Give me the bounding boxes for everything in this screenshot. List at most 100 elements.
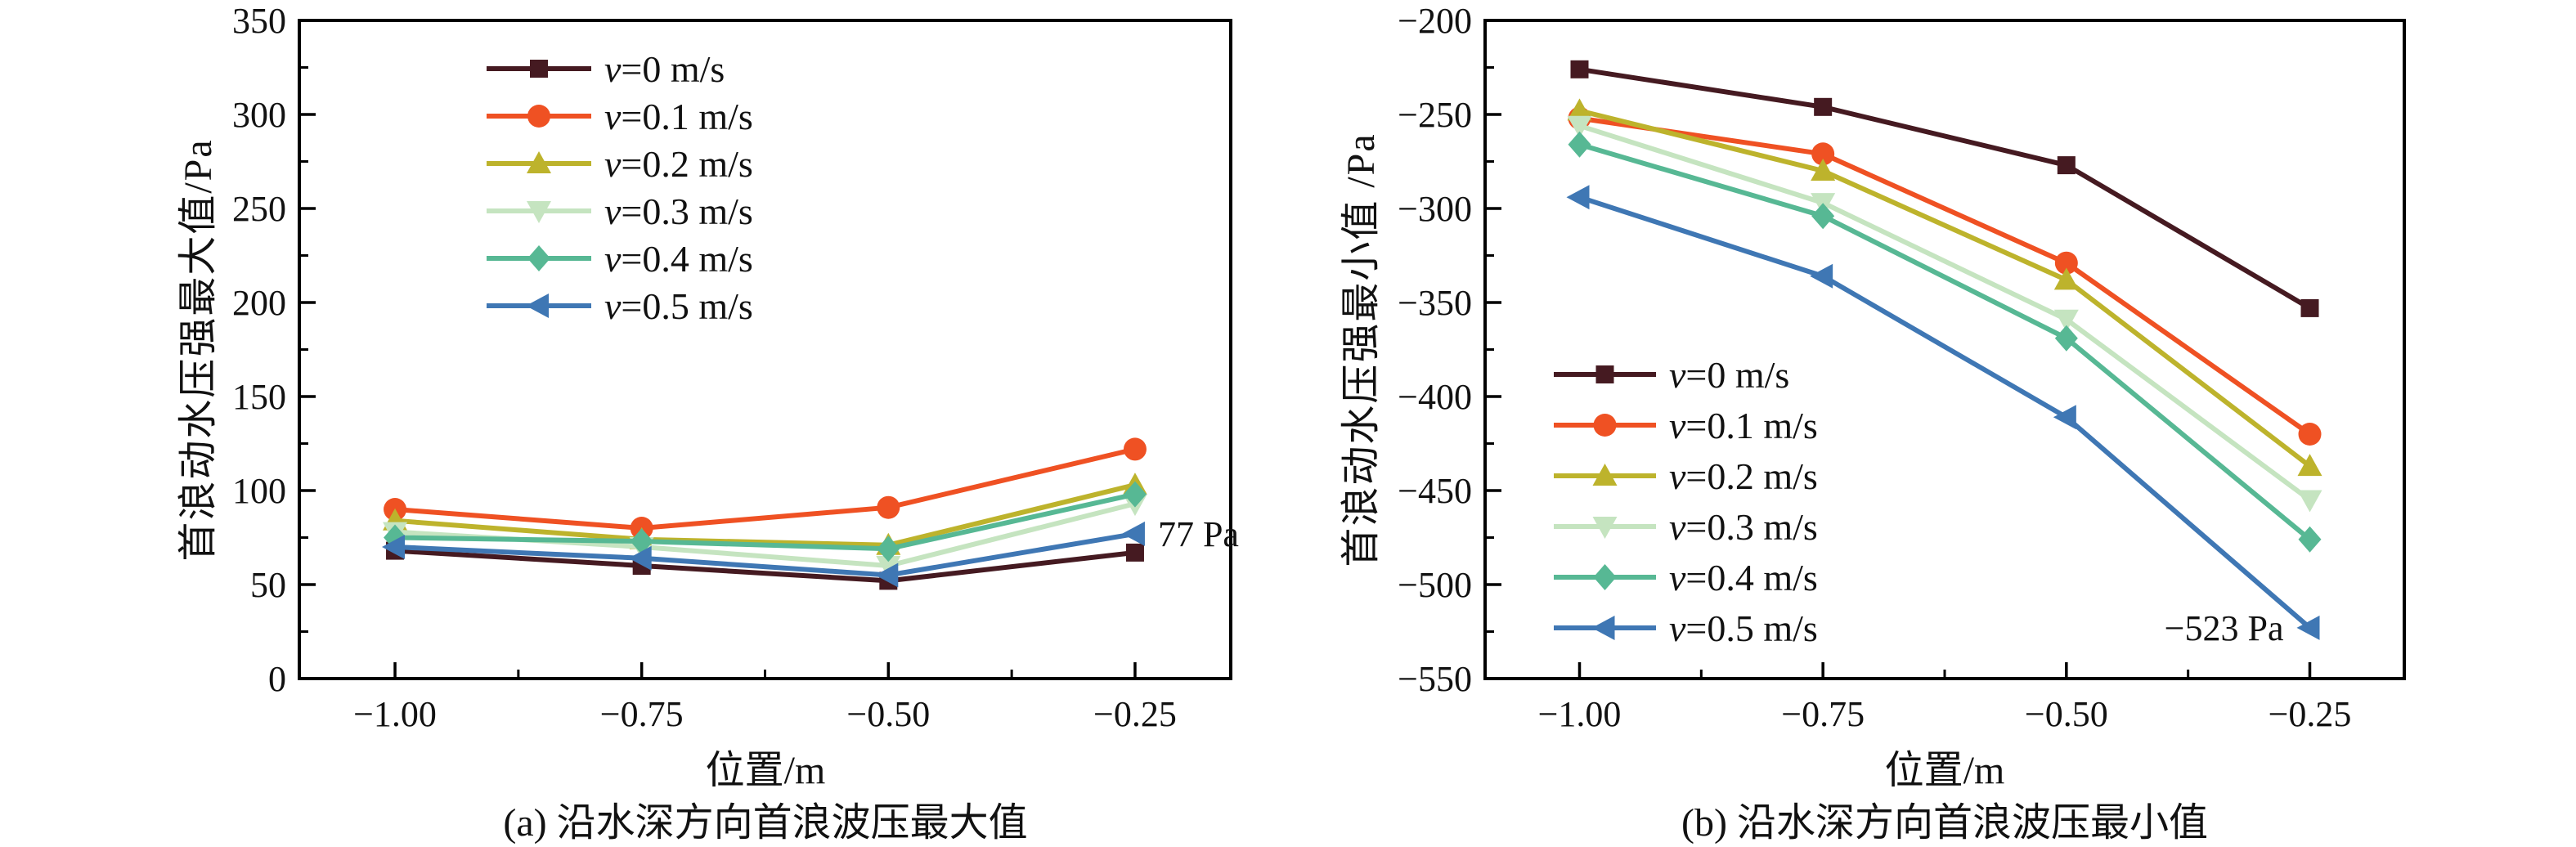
y-axis-title-b: 首浪动水压强最小值 /Pa: [1340, 132, 1383, 567]
series-v0.3-point: [876, 556, 901, 578]
series-v0.2: [383, 473, 1147, 555]
series-v0.4: [384, 481, 1147, 562]
series-v0.5-line: [1578, 195, 2312, 630]
plot-frame: [298, 19, 1232, 680]
series-v0.4-line: [1578, 141, 2312, 542]
series-v0.4-point: [1123, 481, 1147, 508]
legend-marker: [1591, 616, 1615, 640]
series-v0.1: [384, 437, 1147, 540]
x-tick-label: −0.25: [2269, 694, 2352, 734]
legend-marker: [527, 105, 550, 128]
legend-marker: [1592, 464, 1618, 486]
legend-label: v=0.1 m/s: [604, 96, 753, 137]
caption-a: (a) 沿水深方向首浪波压最大值: [503, 801, 1028, 845]
series-v0.3-point: [1567, 115, 1592, 138]
legend-item-series-v0: v=0 m/s: [1554, 354, 1789, 396]
x-tick-label: −0.75: [1781, 694, 1865, 734]
legend-marker: [1593, 414, 1617, 437]
series-v0.3-line: [1578, 123, 2312, 502]
legend-marker: [1593, 564, 1617, 590]
series-v0.2: [1567, 98, 2322, 477]
tick-labels: −550 −500 −450 −400 −350 −300 −250 −200 −1.00 −0.…: [1398, 1, 2351, 734]
legend-label: v=0.5 m/s: [1669, 607, 1818, 649]
series-v0.2-point: [2053, 267, 2079, 290]
axis-ticks: [299, 19, 1137, 680]
legend-label: v=0.4 m/s: [604, 238, 753, 280]
series-v0.5-point: [628, 545, 652, 571]
y-tick-label: −550: [1398, 659, 1472, 699]
legend-marker: [527, 201, 551, 223]
series-v0.4-point: [1568, 131, 1591, 158]
series-v0.1-point: [2054, 251, 2078, 275]
series-v0.4: [1568, 131, 2322, 553]
legend-label: v=0.2 m/s: [1669, 455, 1818, 497]
legend-label: v=0.5 m/s: [604, 285, 753, 327]
x-tick-label: −1.00: [353, 694, 437, 734]
y-tick-label: 350: [232, 1, 286, 41]
y-tick-label: −300: [1398, 189, 1472, 229]
y-tick-label: 250: [232, 189, 286, 229]
series-v0.2-point: [2297, 454, 2322, 477]
legend-item-series-v0: v=0 m/s: [487, 48, 725, 90]
legend-label: v=0.4 m/s: [1669, 557, 1818, 598]
series-v0-line: [394, 548, 1136, 584]
series-v0-point: [1570, 60, 1589, 78]
y-tick-label: −500: [1398, 565, 1472, 605]
y-tick-label: 0: [268, 659, 286, 699]
series-v0.5: [1566, 185, 2320, 640]
series-v0.4-point: [630, 528, 653, 555]
y-tick-label: −200: [1398, 1, 1472, 41]
series-v0.2-line: [394, 482, 1136, 548]
series-v0.5-point: [2296, 615, 2320, 640]
chart-a-canvas: 0 50 100 150 200 250 300 350 −1.00 −0.75 −0.50 −0.2…: [232, 1, 1239, 734]
legend-label: v=0.3 m/s: [1669, 506, 1818, 548]
series-v0.4-point: [1811, 203, 1835, 230]
series-v0.3: [1567, 115, 2322, 513]
tick-labels: 0 50 100 150 200 250 300 350 −1.00 −0.75 −0.50 −0.2…: [232, 1, 1177, 734]
x-tick-label: −1.00: [1538, 694, 1622, 734]
legend-item-series-v0.4: v=0.4 m/s: [1554, 557, 1818, 598]
legend-marker: [526, 294, 549, 318]
legend-item-series-v0.3: v=0.3 m/s: [487, 190, 753, 232]
legend-item-series-v0.2: v=0.2 m/s: [487, 143, 753, 185]
series-v0.1-point: [1123, 437, 1147, 461]
x-axis-title-b: 位置/m: [1884, 749, 2005, 792]
y-tick-label: −400: [1398, 377, 1472, 417]
x-axis-title-a: 位置/m: [705, 749, 826, 792]
series-v0.1-point: [877, 495, 900, 519]
series-v0-line: [1579, 66, 2312, 311]
legend-item-series-v0.1: v=0.1 m/s: [487, 96, 753, 137]
y-axis-title-a: 首浪动水压强最大值/Pa: [177, 138, 220, 562]
value-annotation: 77 Pa: [1158, 514, 1239, 554]
legend-label: v=0 m/s: [1669, 354, 1789, 396]
legend-marker: [527, 151, 551, 173]
series-v0.1-point: [2298, 423, 2322, 446]
series-v0.1: [1568, 106, 2322, 446]
legend-label: v=0.2 m/s: [604, 143, 753, 185]
series-v0.4-line: [394, 491, 1136, 552]
y-tick-label: 100: [232, 471, 286, 511]
series-v0.5: [382, 521, 1145, 588]
legend-marker: [1595, 365, 1614, 383]
y-tick-label: 300: [232, 95, 286, 135]
series-v0-point: [1814, 97, 1833, 116]
series-v0.5-point: [382, 535, 406, 559]
axis-ticks: [1485, 19, 2312, 680]
series-v0.2-point: [1811, 159, 1836, 181]
series-v0.1-line: [394, 446, 1136, 531]
series-v0.4-point: [877, 536, 900, 562]
series-v0.4-point: [2054, 325, 2078, 352]
series-v0.2-line: [1578, 108, 2312, 468]
y-tick-label: −250: [1398, 95, 1472, 135]
legend-marker: [527, 245, 550, 271]
x-tick-label: −0.50: [846, 694, 930, 734]
series-v0.4-point: [2298, 526, 2322, 553]
series-v0.1-line: [1579, 115, 2312, 437]
legend: v=0 m/s v=0.1 m/s v=0.2 m/s v=0.3 m/s v=0.4 …: [487, 48, 753, 327]
series-v0-point: [2057, 156, 2076, 175]
series-v0.5-point: [2053, 405, 2076, 430]
y-tick-label: 50: [250, 565, 286, 605]
series-v0.2-point: [1567, 98, 1592, 121]
series-v0-point: [1125, 543, 1144, 562]
